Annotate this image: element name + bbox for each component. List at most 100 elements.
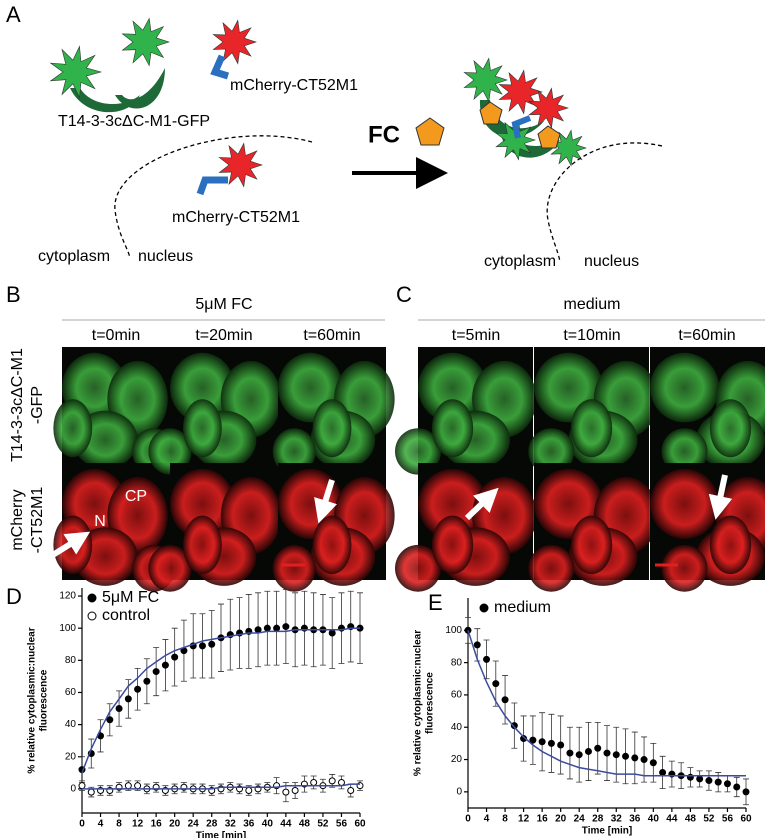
data-point bbox=[631, 754, 639, 762]
data-point bbox=[733, 783, 741, 791]
cell bbox=[272, 544, 316, 592]
cell bbox=[395, 428, 441, 475]
membrane bbox=[546, 142, 663, 263]
pointer-arrow bbox=[464, 487, 499, 521]
cell bbox=[182, 515, 222, 575]
compartment-label: nucleus bbox=[584, 253, 639, 270]
annotation: CP bbox=[125, 488, 147, 505]
fit-line bbox=[81, 627, 360, 774]
data-point bbox=[510, 722, 518, 730]
star bbox=[550, 129, 587, 167]
drug bbox=[537, 125, 561, 149]
cell bbox=[431, 515, 474, 575]
cell bbox=[650, 352, 719, 423]
peptide-label: mCherry-CT52M1 bbox=[230, 77, 358, 94]
data-point bbox=[584, 747, 592, 755]
x-tick-label: 48 bbox=[299, 819, 311, 830]
x-tick-label: 20 bbox=[169, 819, 181, 830]
y-tick-label: 20 bbox=[451, 754, 463, 765]
legend-label: medium bbox=[494, 599, 551, 616]
star bbox=[218, 142, 263, 188]
x-tick-label: 60 bbox=[740, 814, 752, 825]
time-label: t=60min bbox=[303, 327, 360, 344]
compartment-label: cytoplasm bbox=[38, 248, 110, 265]
legend-marker bbox=[87, 593, 97, 603]
row-label: -GFP bbox=[29, 386, 46, 424]
data-point bbox=[603, 749, 611, 757]
data-point bbox=[723, 780, 731, 788]
panel-label: E bbox=[428, 590, 443, 615]
x-tick-label: 40 bbox=[262, 819, 274, 830]
data-point bbox=[310, 778, 318, 786]
y-tick-label: 100 bbox=[59, 623, 76, 634]
y-tick-label: 40 bbox=[451, 722, 463, 733]
data-point bbox=[347, 787, 355, 794]
fit-line bbox=[467, 630, 746, 777]
x-axis-title: Time [min] bbox=[196, 831, 246, 838]
cell bbox=[418, 352, 487, 423]
data-point bbox=[245, 787, 253, 794]
pointer-arrow bbox=[46, 531, 91, 561]
x-tick-label: 56 bbox=[722, 814, 734, 825]
legend-marker bbox=[87, 611, 97, 621]
cell bbox=[148, 544, 192, 592]
star bbox=[212, 19, 257, 65]
y-tick-label: 20 bbox=[65, 751, 77, 762]
cell bbox=[170, 468, 235, 540]
peptide bbox=[511, 115, 532, 139]
y-tick-label: 100 bbox=[445, 625, 462, 636]
data-point bbox=[622, 752, 630, 760]
x-tick-label: 52 bbox=[703, 814, 715, 825]
data-point bbox=[649, 759, 657, 767]
time-label: t=60min bbox=[678, 327, 735, 344]
y-tick-label: 0 bbox=[456, 786, 462, 797]
time-label: t=5min bbox=[452, 327, 500, 344]
data-point bbox=[557, 741, 565, 749]
pointer-arrow bbox=[708, 474, 733, 520]
x-tick-label: 20 bbox=[555, 814, 567, 825]
membrane bbox=[114, 135, 313, 259]
x-tick-label: 36 bbox=[243, 819, 255, 830]
data-point bbox=[337, 778, 345, 786]
data-point bbox=[538, 738, 546, 746]
x-tick-label: 24 bbox=[188, 819, 200, 830]
x-tick-label: 60 bbox=[354, 819, 366, 830]
drug-label: FC bbox=[368, 121, 400, 148]
panel-label: C bbox=[396, 282, 412, 307]
time-label: t=0min bbox=[92, 327, 140, 344]
row-label: -CT52M1 bbox=[29, 487, 46, 554]
data-point bbox=[529, 736, 537, 744]
y-tick-label: 40 bbox=[65, 719, 77, 730]
data-point bbox=[78, 782, 86, 790]
data-point bbox=[705, 777, 713, 785]
data-point bbox=[328, 629, 336, 637]
pointer-arrow bbox=[314, 479, 338, 524]
compartment-label: cytoplasm bbox=[484, 253, 556, 270]
condition-label: 5μM FC bbox=[195, 296, 252, 313]
legend-label: 5μM FC bbox=[102, 589, 159, 606]
peptide bbox=[196, 176, 228, 196]
data-point bbox=[612, 751, 620, 759]
annotation: N bbox=[94, 513, 106, 530]
x-tick-label: 28 bbox=[592, 814, 604, 825]
condition-label: medium bbox=[564, 296, 621, 313]
data-point bbox=[263, 624, 271, 632]
data-point bbox=[124, 695, 132, 703]
data-point bbox=[208, 640, 216, 648]
x-tick-label: 56 bbox=[336, 819, 348, 830]
data-point bbox=[547, 739, 555, 747]
data-point bbox=[328, 777, 336, 785]
diagram-shapes bbox=[49, 17, 663, 263]
legend-marker bbox=[479, 603, 489, 613]
data-point bbox=[273, 624, 281, 632]
data-point bbox=[87, 788, 95, 796]
x-tick-label: 40 bbox=[648, 814, 660, 825]
drug bbox=[479, 101, 503, 125]
cell bbox=[528, 544, 575, 592]
time-label: t=20min bbox=[195, 327, 252, 344]
crescent bbox=[115, 68, 165, 109]
complex-label: T14-3-3cΔC-M1-GFP bbox=[58, 113, 210, 130]
x-tick-label: 36 bbox=[629, 814, 641, 825]
cell bbox=[661, 544, 708, 592]
